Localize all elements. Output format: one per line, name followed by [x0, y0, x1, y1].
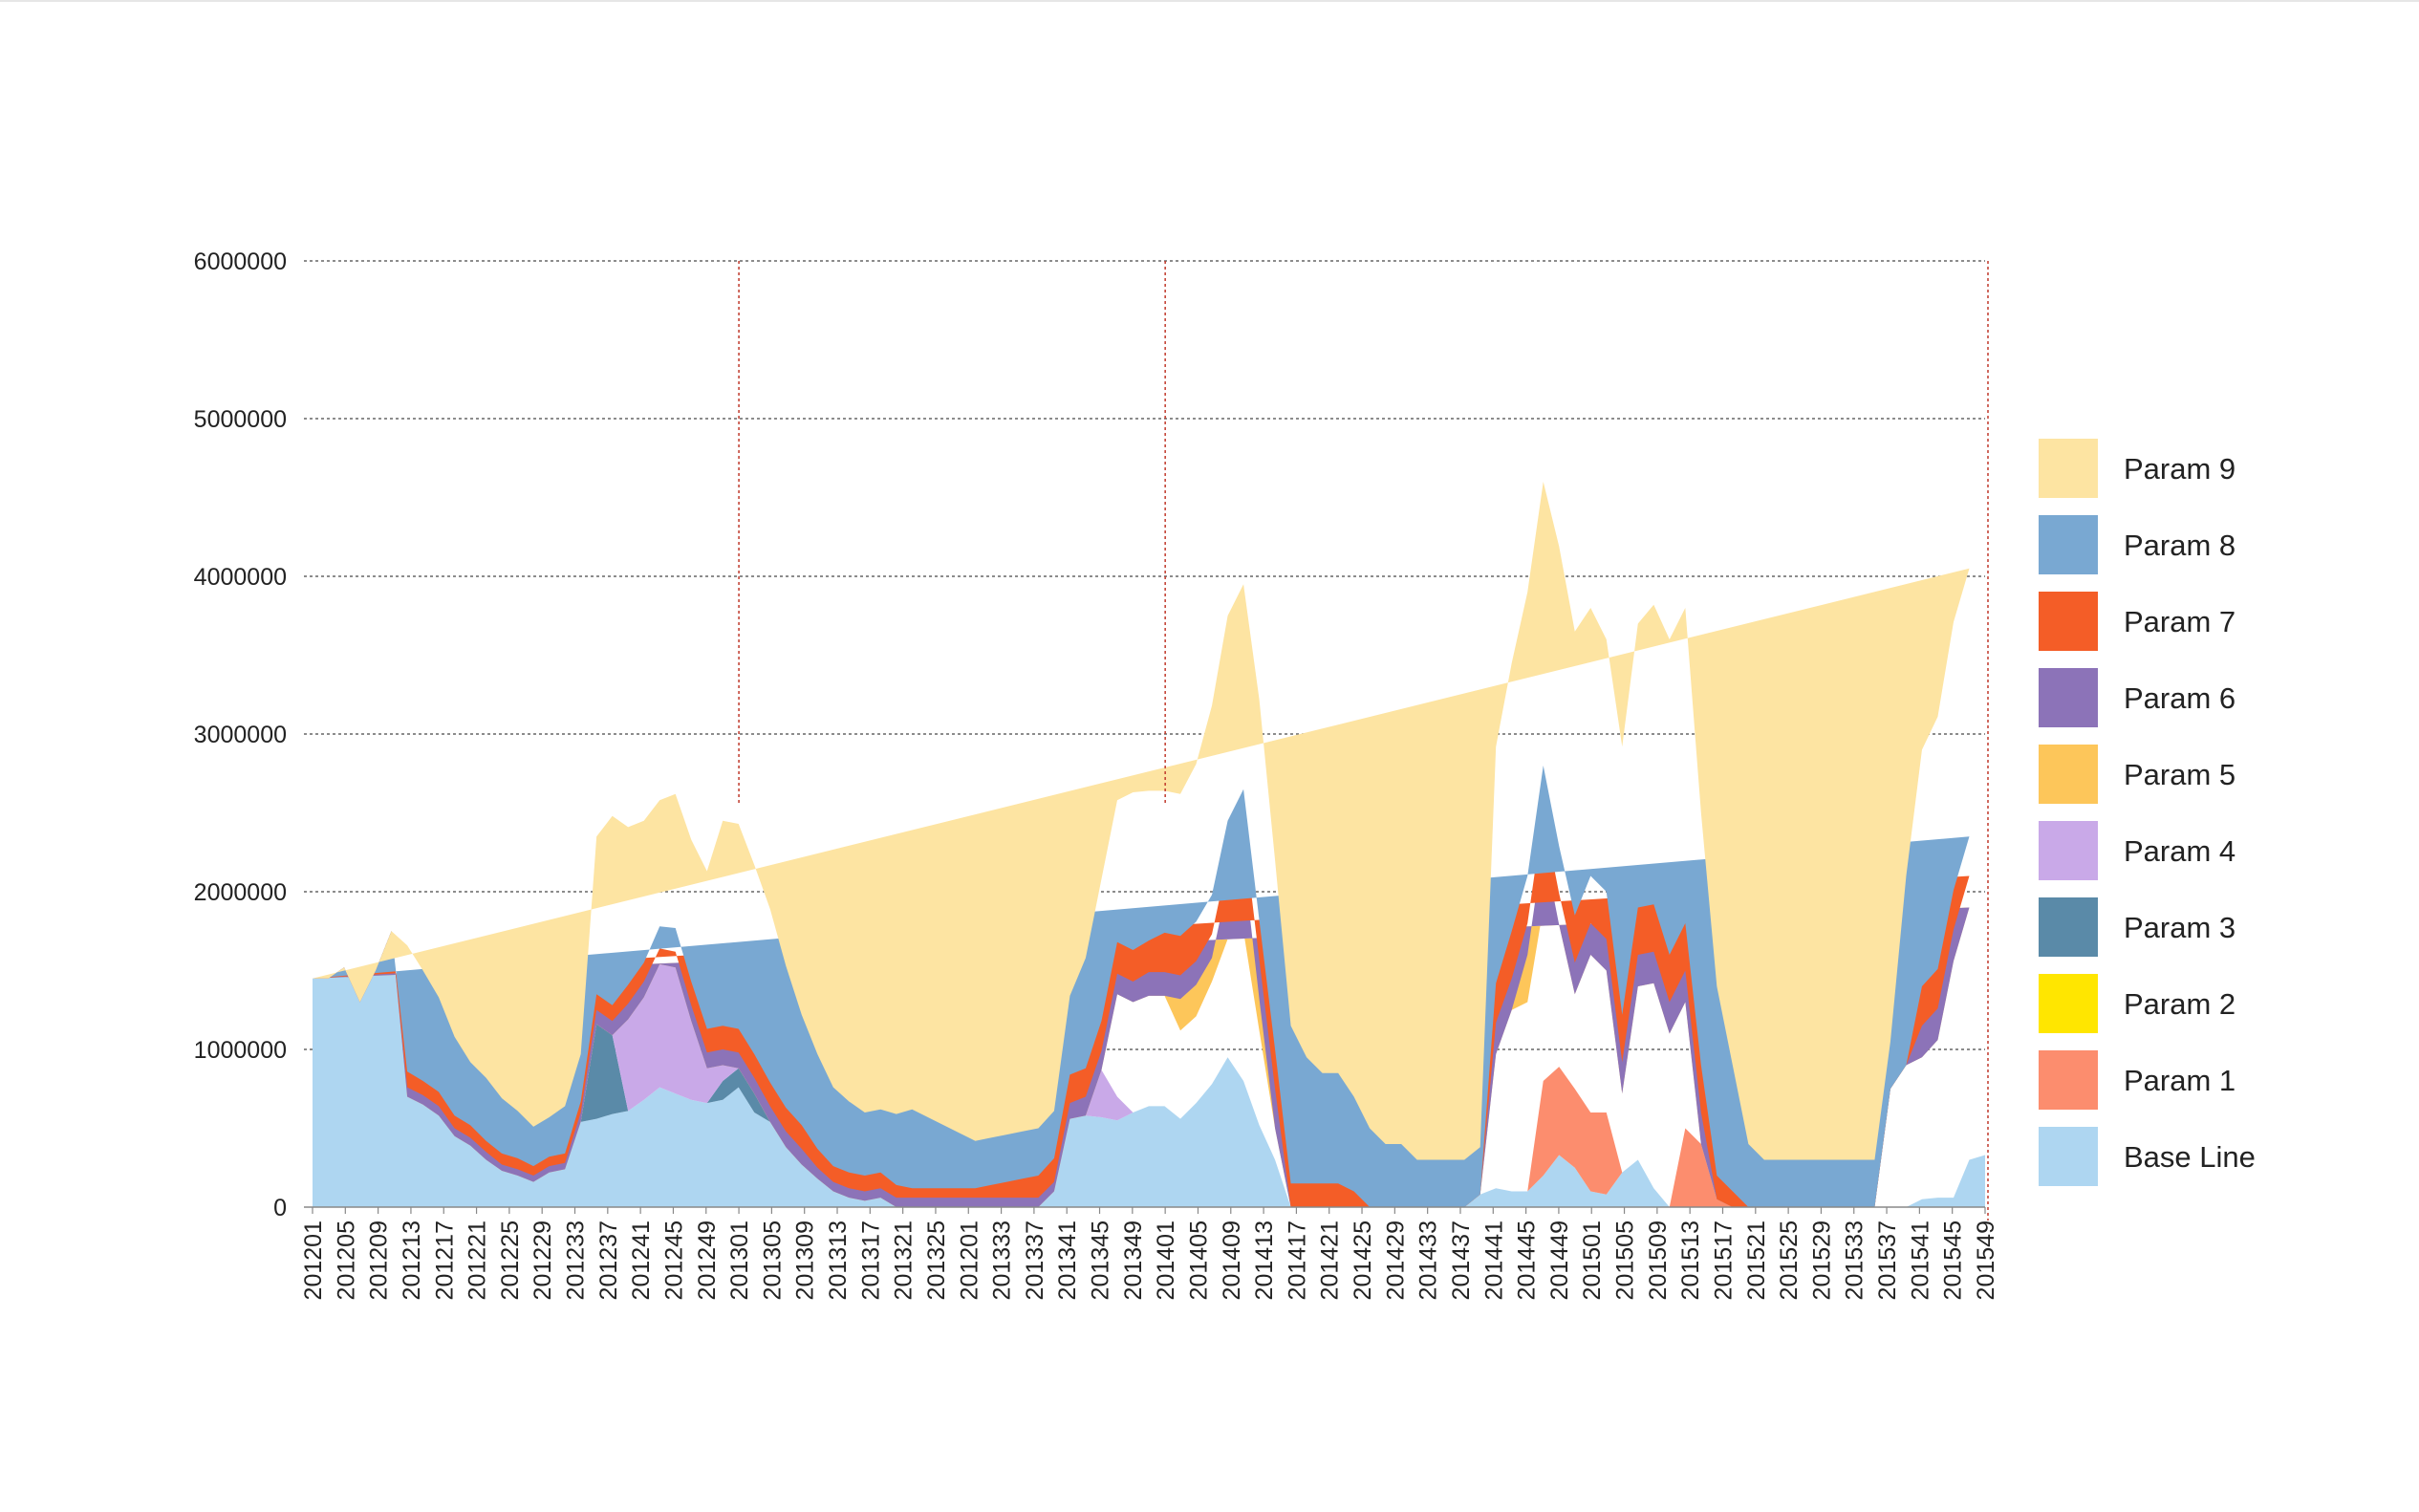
x-tick-label: 201301: [726, 1220, 753, 1300]
series-area-param-4: [313, 931, 1985, 1207]
x-tick-label: 201509: [1645, 1220, 1672, 1300]
x-tick-label: 201201: [956, 1220, 983, 1300]
x-tick-label: 201349: [1120, 1220, 1147, 1300]
x-tick-label: 201529: [1808, 1220, 1835, 1300]
legend-swatch: [2039, 439, 2098, 498]
x-tick-label: 201229: [529, 1220, 556, 1300]
x-tick-label: 201201: [300, 1220, 327, 1300]
legend-swatch: [2039, 1127, 2098, 1186]
x-tick-label: 201433: [1415, 1220, 1442, 1300]
x-tick-label: 201321: [891, 1220, 918, 1300]
x-tick-label: 201521: [1743, 1220, 1770, 1300]
x-tick-label: 201525: [1776, 1220, 1803, 1300]
legend-label: Param 1: [2124, 1064, 2235, 1097]
x-tick-label: 201217: [431, 1220, 458, 1300]
x-tick-label: 201409: [1219, 1220, 1245, 1300]
x-tick-label: 201545: [1940, 1220, 1967, 1300]
x-tick-label: 201345: [1088, 1220, 1114, 1300]
x-tick-label: 201233: [563, 1220, 590, 1300]
x-tick-label: 201429: [1382, 1220, 1409, 1300]
legend-label: Param 6: [2124, 681, 2235, 715]
legend-label: Base Line: [2124, 1140, 2256, 1174]
x-tick-label: 201209: [366, 1220, 393, 1300]
legend-label: Param 7: [2124, 605, 2235, 638]
legend-label: Param 2: [2124, 987, 2235, 1021]
y-tick-label: 4000000: [194, 564, 287, 591]
series-area-param-1: [313, 931, 1985, 1207]
x-tick-label: 201337: [1022, 1220, 1048, 1300]
series-area-param-8: [313, 766, 1970, 1207]
x-tick-label: 201441: [1480, 1220, 1507, 1300]
y-tick-label: 5000000: [194, 406, 287, 433]
x-tick-label: 201549: [1973, 1220, 1999, 1300]
x-tick-label: 201317: [857, 1220, 884, 1300]
x-tick-label: 201445: [1514, 1220, 1541, 1300]
x-tick-label: 201305: [759, 1220, 786, 1300]
x-tick-label: 201401: [1153, 1220, 1179, 1300]
x-tick-label: 201313: [825, 1220, 852, 1300]
x-tick-label: 201221: [464, 1220, 491, 1300]
x-tick-label: 201533: [1842, 1220, 1868, 1300]
series-area-base-line: [313, 931, 1985, 1207]
x-tick-label: 201309: [792, 1220, 819, 1300]
y-tick-label: 0: [273, 1195, 287, 1221]
x-tick-label: 201541: [1907, 1220, 1933, 1300]
legend-label: Param 3: [2124, 911, 2235, 944]
y-tick-label: 6000000: [194, 248, 287, 275]
legend-swatch: [2039, 745, 2098, 804]
x-tick-label: 201505: [1612, 1220, 1639, 1300]
x-tick-label: 201449: [1546, 1220, 1573, 1300]
legend-swatch: [2039, 1050, 2098, 1110]
x-tick-label: 201245: [660, 1220, 687, 1300]
x-tick-label: 201333: [989, 1220, 1016, 1300]
legend-label: Param 4: [2124, 834, 2235, 868]
x-tick-label: 201437: [1448, 1220, 1475, 1300]
x-tick-label: 201241: [628, 1220, 655, 1300]
series-area-param-9: [313, 482, 1970, 1160]
legend-label: Param 9: [2124, 452, 2235, 486]
x-tick-label: 201421: [1317, 1220, 1344, 1300]
legend-swatch: [2039, 974, 2098, 1033]
legend-swatch: [2039, 668, 2098, 727]
x-tick-label: 201501: [1579, 1220, 1606, 1300]
x-tick-label: 201205: [333, 1220, 359, 1300]
x-tick-label: 201425: [1350, 1220, 1376, 1300]
legend-label: Param 8: [2124, 529, 2235, 562]
y-tick-label: 2000000: [194, 879, 287, 906]
x-tick-label: 201249: [694, 1220, 721, 1300]
legend: Param 9 Param 8 Param 7 Param 6 Param 5 Param…: [2039, 439, 2256, 1186]
x-tick-label: 201413: [1251, 1220, 1278, 1300]
x-tick-label: 201405: [1185, 1220, 1212, 1300]
x-tick-label: 201341: [1054, 1220, 1081, 1300]
x-tick-label: 201417: [1284, 1220, 1310, 1300]
top-border: [0, 0, 2419, 2]
vertical-markers: [738, 261, 1989, 1220]
x-tick-label: 201237: [595, 1220, 622, 1300]
y-axis: 0 1000000 2000000 3000000 4000000 5000000 6000…: [194, 248, 287, 1221]
legend-swatch: [2039, 592, 2098, 651]
x-tick-label: 201213: [399, 1220, 425, 1300]
x-tick-label: 201517: [1710, 1220, 1737, 1300]
y-tick-label: 1000000: [194, 1037, 287, 1064]
legend-swatch: [2039, 515, 2098, 574]
legend-swatch: [2039, 897, 2098, 957]
x-tick-label: 201513: [1677, 1220, 1704, 1300]
x-tick-label: 201325: [923, 1220, 950, 1300]
legend-swatch: [2039, 821, 2098, 880]
x-axis: 201201 201205 201209 201213 201217 201221 2012…: [300, 1207, 1999, 1300]
y-tick-label: 3000000: [194, 722, 287, 748]
area-series: [304, 482, 1985, 1208]
x-tick-label: 201537: [1874, 1220, 1901, 1300]
legend-label: Param 5: [2124, 758, 2235, 791]
x-tick-label: 201225: [497, 1220, 524, 1300]
